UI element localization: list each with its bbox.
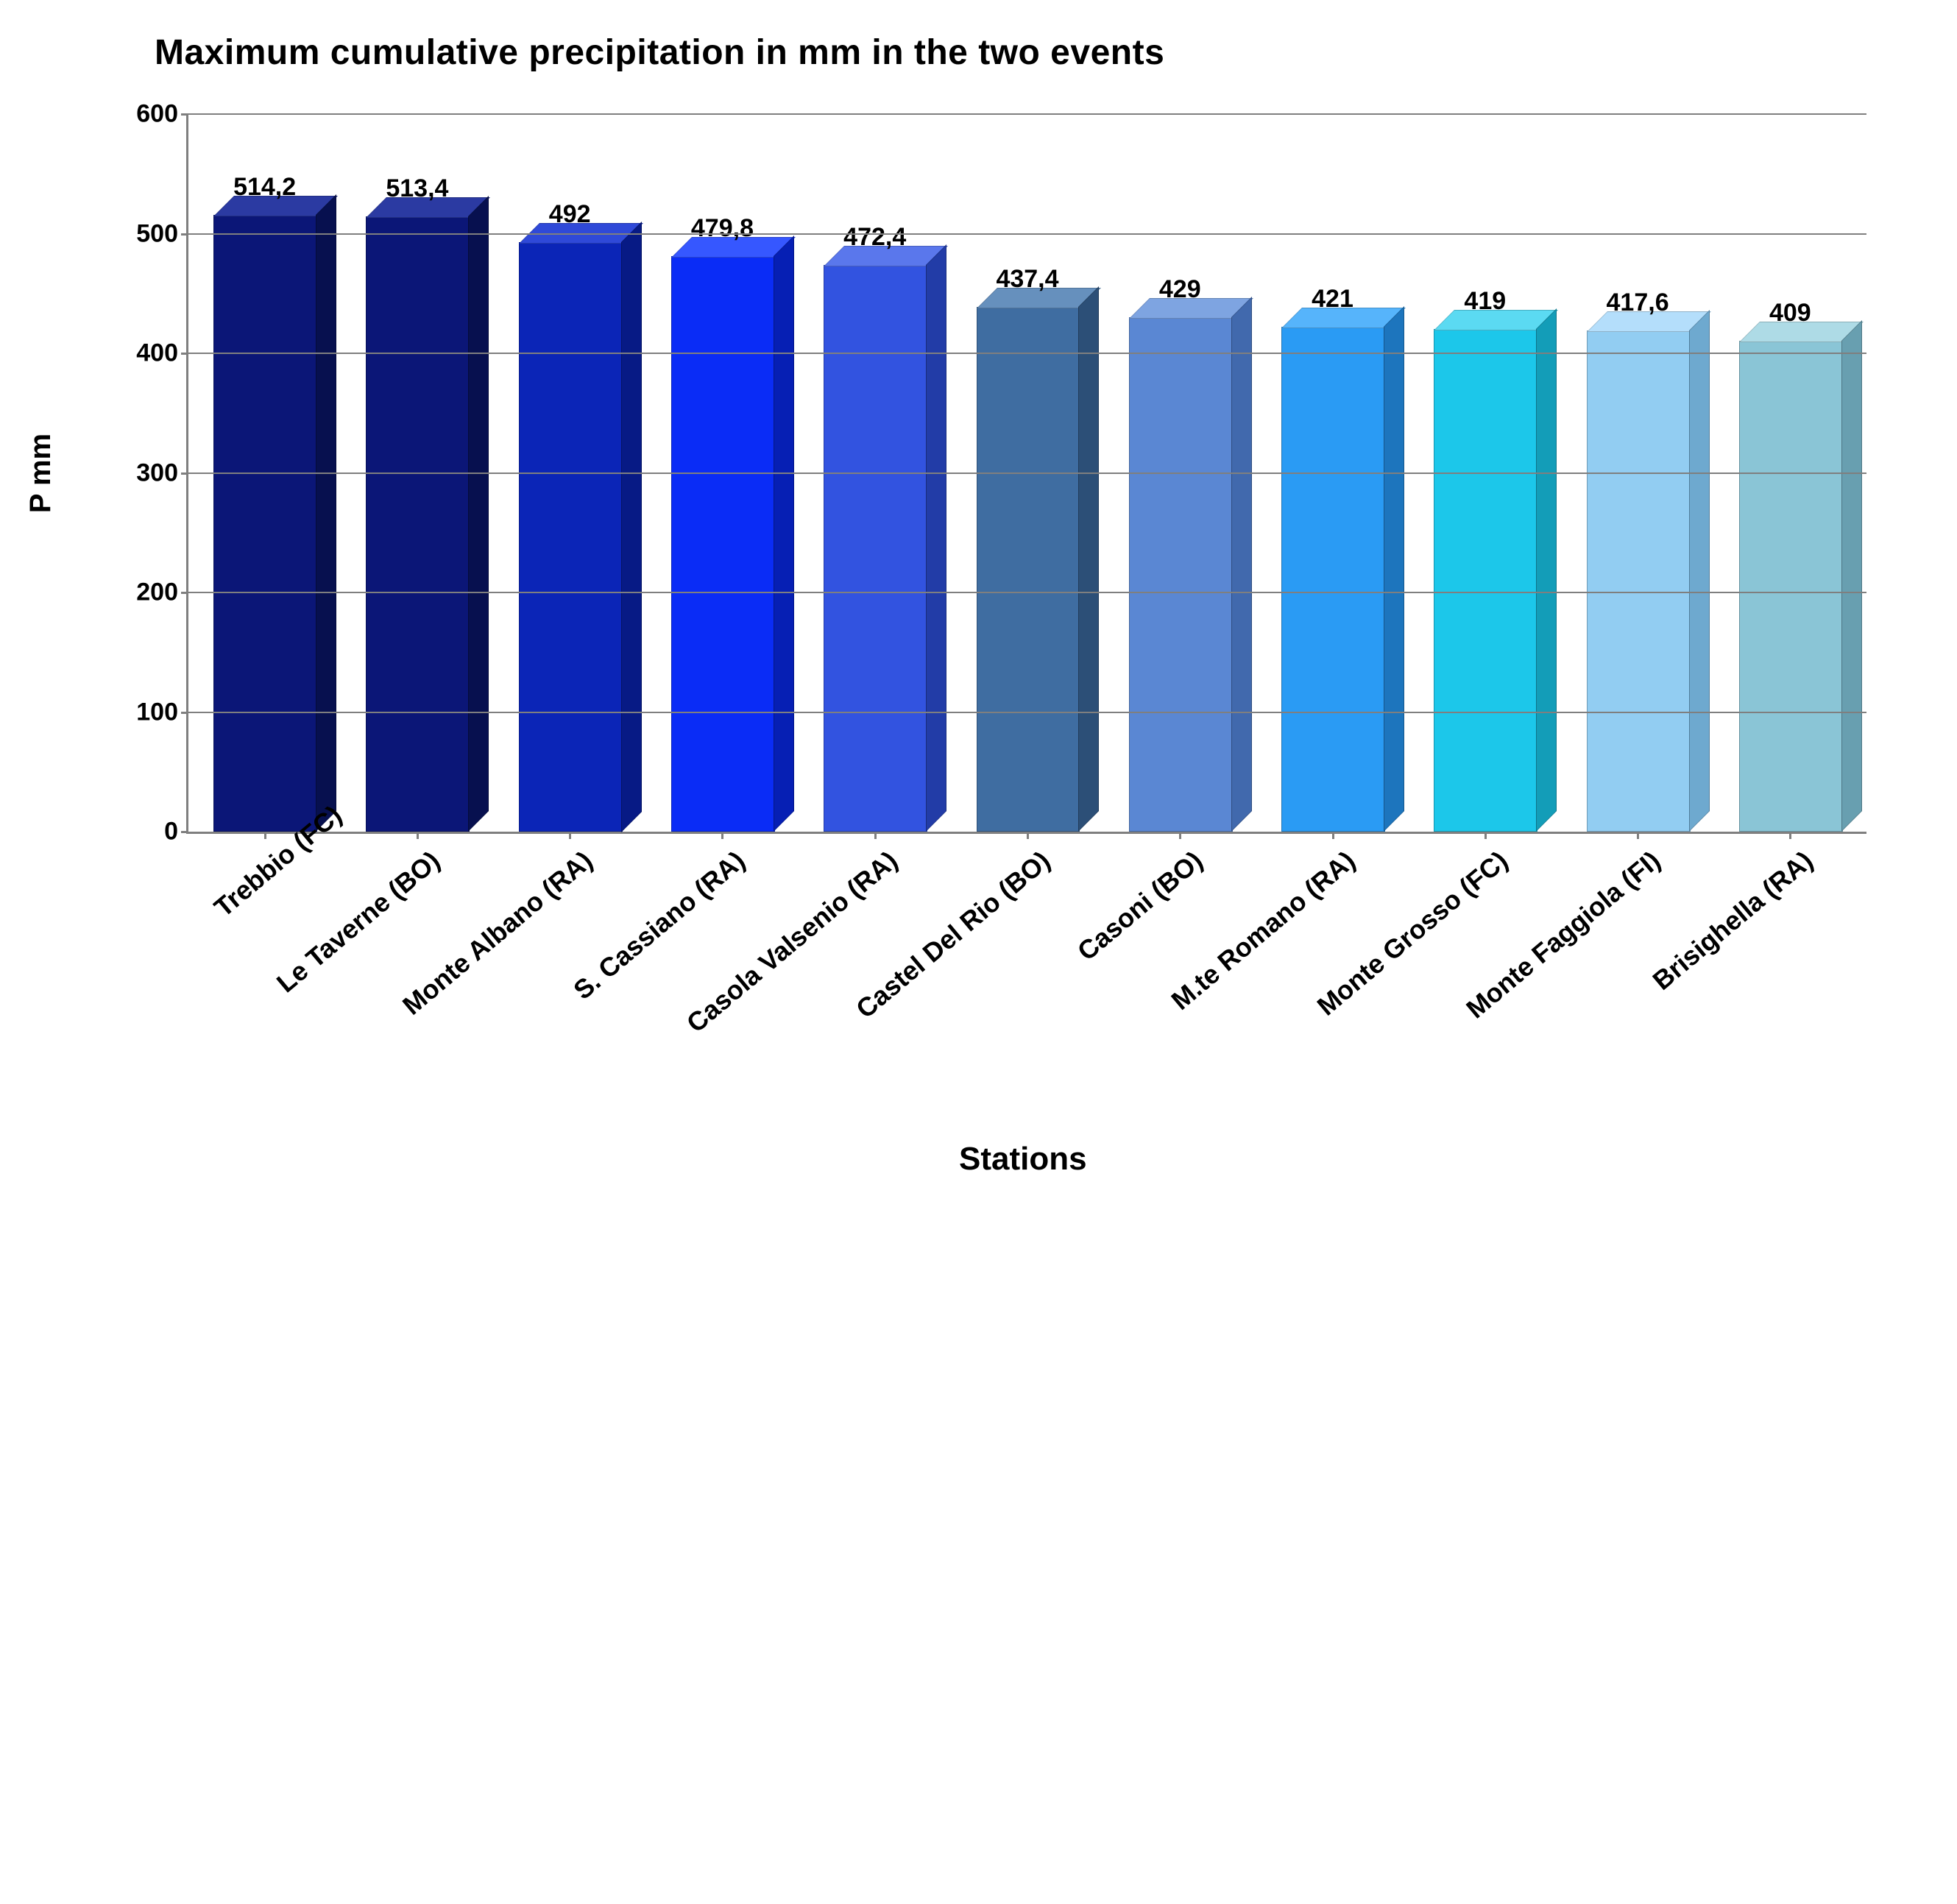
x-tick-mark [569, 832, 571, 839]
value-label: 492 [549, 200, 591, 229]
bar: 479,8 [671, 258, 774, 832]
value-label: 409 [1769, 299, 1811, 328]
y-tick-label: 0 [164, 818, 178, 846]
x-tick-mark [417, 832, 419, 839]
x-tick-mark [1789, 832, 1791, 839]
plot-area: 514,2 513,4 492 479,8 472,4 437,4 429 421 419 417… [186, 114, 1866, 834]
bar-side [1536, 308, 1557, 832]
bar-side [468, 196, 489, 832]
value-label: 514,2 [233, 173, 296, 202]
bar-front [1281, 327, 1385, 832]
bar-front [671, 256, 775, 832]
bar-side [1078, 286, 1099, 832]
chart-stage: Maximum cumulative precipitation in mm i… [0, 0, 1957, 1269]
grid-line [188, 113, 1866, 115]
chart-title: Maximum cumulative precipitation in mm i… [155, 32, 1164, 73]
y-tick-label: 400 [136, 339, 178, 368]
grid-line [188, 353, 1866, 354]
value-label: 417,6 [1607, 289, 1669, 317]
x-tick-mark [264, 832, 266, 839]
bar-side [316, 194, 336, 832]
bar: 513,4 [366, 218, 468, 832]
category-label: Trebbio (FC) [208, 845, 294, 923]
bar: 419 [1434, 330, 1536, 832]
category-label: Monte Albano (RA) [280, 845, 598, 1119]
y-tick-mark [181, 113, 188, 116]
bar: 472,4 [824, 266, 926, 832]
x-tick-mark [721, 832, 723, 839]
value-label: 429 [1159, 275, 1201, 304]
bar-front [366, 216, 470, 832]
bar-side [1231, 297, 1252, 832]
category-label: Monte Faggiola (FI) [529, 845, 1666, 1806]
bar-front [1739, 341, 1843, 832]
grid-line [188, 473, 1866, 474]
y-axis-title: P mm [24, 433, 57, 512]
value-label: 472,4 [843, 223, 906, 252]
bar-front [824, 265, 927, 832]
grid-line [188, 712, 1866, 713]
bar-front [213, 215, 317, 832]
value-label: 421 [1312, 285, 1353, 314]
category-label: Monte Grosso (FC) [494, 845, 1514, 1707]
bar: 492 [519, 244, 621, 832]
bar-side [1841, 320, 1862, 832]
grid-line [188, 233, 1866, 235]
x-tick-mark [1179, 832, 1181, 839]
bar: 417,6 [1587, 332, 1689, 832]
bar-front [1434, 329, 1537, 832]
y-tick-mark [181, 233, 188, 236]
bar: 514,2 [213, 216, 316, 832]
value-label: 437,4 [996, 265, 1058, 294]
x-tick-mark [1637, 832, 1639, 839]
bar-front [1587, 330, 1691, 832]
bar: 437,4 [977, 308, 1079, 832]
bar: 421 [1281, 328, 1384, 832]
grid-line [188, 592, 1866, 593]
category-label: Casola Valsenio (RA) [351, 845, 904, 1315]
y-tick-label: 100 [136, 698, 178, 726]
y-tick-mark [181, 712, 188, 714]
value-label: 479,8 [691, 214, 754, 243]
bar: 429 [1129, 319, 1231, 832]
bar-front [977, 307, 1080, 832]
x-tick-mark [1484, 832, 1487, 839]
y-tick-label: 300 [136, 459, 178, 487]
bar: 409 [1739, 342, 1841, 832]
y-tick-mark [181, 592, 188, 594]
y-tick-label: 600 [136, 100, 178, 129]
bar-side [1689, 310, 1710, 832]
y-tick-label: 200 [136, 578, 178, 607]
bar-front [1129, 317, 1233, 832]
bar-front [519, 242, 623, 832]
y-tick-mark [181, 831, 188, 833]
y-tick-mark [181, 353, 188, 355]
y-tick-mark [181, 473, 188, 475]
x-tick-mark [874, 832, 877, 839]
x-axis-title: Stations [959, 1141, 1087, 1178]
bar-side [1384, 306, 1404, 832]
value-label: 419 [1464, 287, 1506, 316]
x-tick-mark [1332, 832, 1334, 839]
bar-side [774, 236, 794, 832]
category-label: Casoni (BO) [422, 845, 1208, 1512]
y-tick-label: 500 [136, 219, 178, 248]
bar-side [621, 222, 642, 832]
value-label: 513,4 [386, 174, 448, 203]
bar-side [926, 244, 946, 832]
x-tick-mark [1027, 832, 1029, 839]
